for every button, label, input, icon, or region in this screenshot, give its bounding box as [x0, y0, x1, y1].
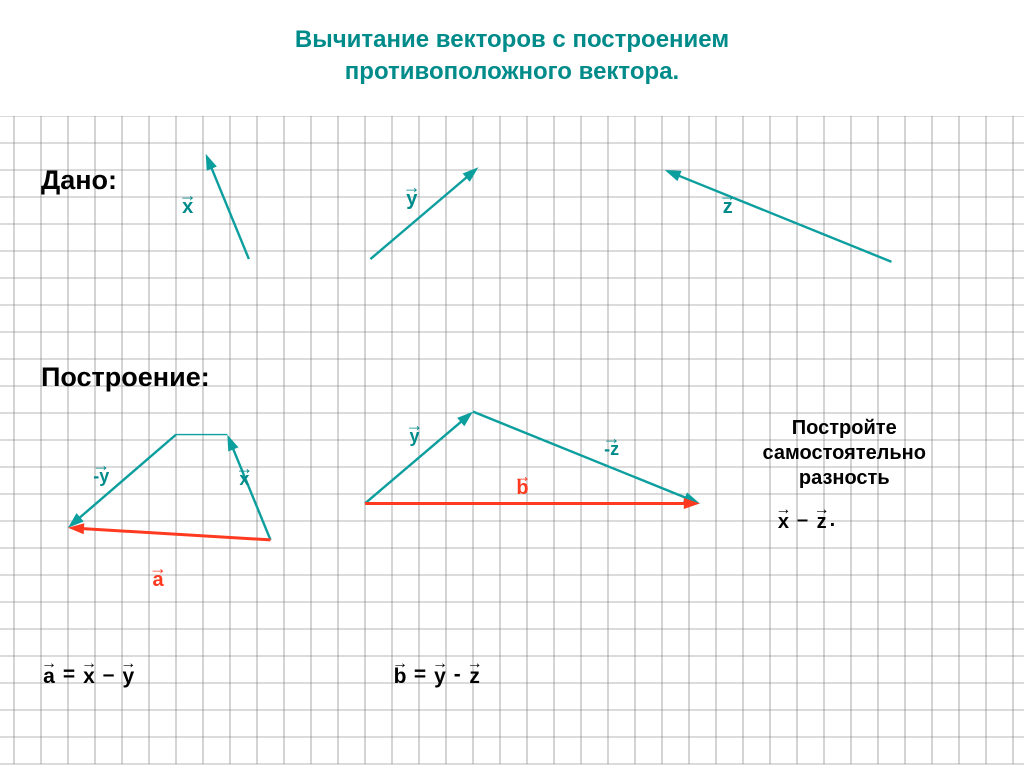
text-label: Построение: [41, 362, 210, 393]
formula: →x – →z. [775, 502, 835, 532]
title-line2: противоположного вектора. [345, 58, 679, 85]
vector-label: →-z [603, 429, 621, 458]
page-title: Вычитание векторов с построением противо… [0, 0, 1024, 89]
vector-label: →-y [92, 456, 110, 485]
vector-label: →z [719, 186, 737, 217]
instruction-text: Постройтесамостоятельноразность [703, 416, 987, 491]
vector-label: →a [149, 559, 167, 590]
vector-label: →x [235, 459, 253, 488]
formula: →b = →y - →z [392, 656, 483, 687]
vector-label: →b [514, 467, 532, 498]
vector-label: →y [403, 178, 421, 209]
vector-label: →x [179, 186, 197, 217]
diagram-area: Дано: Построение: →x →y →z →-y →x →a →y →-z →b Пост… [0, 116, 1024, 767]
vector-label: →y [406, 416, 424, 445]
text-label: Дано: [41, 165, 117, 196]
title-line1: Вычитание векторов с построением [295, 26, 729, 53]
formula: →a = →x – →y [41, 656, 136, 687]
